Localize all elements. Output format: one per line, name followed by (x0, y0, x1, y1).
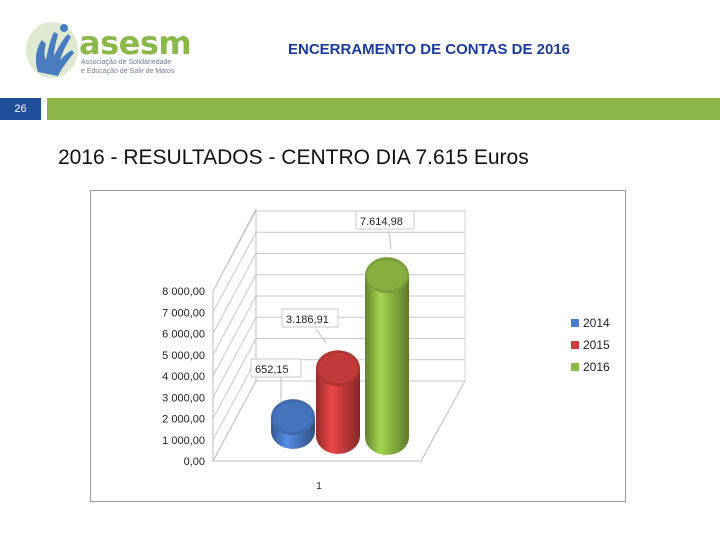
logo-wordmark: asesm (79, 24, 192, 62)
y-tick-label: 1 000,00 (162, 435, 205, 447)
data-label-leader (315, 328, 327, 344)
bar-2015 (316, 368, 360, 454)
header-title: ENCERRAMENTO DE CONTAS DE 2016 (288, 41, 570, 58)
data-label-2014: 652,15 (255, 364, 289, 376)
bar-top-highlight-2014 (273, 402, 313, 433)
gridline-side (212, 210, 257, 292)
gridline-side (212, 317, 257, 398)
y-tick-label: 0,00 (184, 456, 205, 468)
legend-label-2015: 2015 (583, 338, 610, 352)
asesm-logo: asesm Associação de Solidariedade e Educ… (24, 18, 192, 88)
legend-label-2014: 2014 (583, 316, 610, 330)
x-tick-label: 1 (316, 481, 322, 492)
gridline-side (212, 253, 257, 334)
data-label-box (281, 308, 339, 328)
gridline-side (212, 232, 257, 313)
data-label-box (250, 358, 302, 378)
slide-title: 2016 - RESULTADOS - CENTRO DIA 7.615 Eur… (58, 146, 529, 169)
logo-subtitle: Associação de Solidariedade e Educação d… (81, 58, 174, 76)
legend-swatch-2016 (571, 363, 579, 371)
chart: 0,00 1 000,00 2 000,00 3 000,00 4 000,00 5 00… (162, 208, 610, 492)
legend-label-2016: 2016 (583, 360, 610, 374)
y-tick-label: 7 000,00 (162, 307, 205, 319)
y-tick-label: 2 000,00 (162, 414, 205, 426)
data-label-box (355, 210, 415, 230)
gridline-side (212, 380, 257, 462)
data-label-2016: 7.614,98 (360, 216, 403, 228)
logo-subtitle-line2: e Educação de Salir de Matos (81, 68, 175, 75)
gridline-side (212, 274, 257, 355)
y-tick-label: 6 000,00 (162, 329, 205, 341)
bar-top-highlight-2016 (367, 260, 407, 291)
gridline-side (212, 359, 257, 440)
chart-frame: 0,00 1 000,00 2 000,00 3 000,00 4 000,00 5 00… (90, 190, 626, 502)
legend-swatch-2015 (571, 341, 579, 349)
gridline-side (212, 295, 257, 377)
gridline-side (212, 338, 257, 419)
legend-swatch-2014 (571, 319, 579, 327)
bar-top-highlight-2015 (318, 353, 358, 384)
data-label-leader (388, 230, 392, 250)
y-tick-label: 5 000,00 (162, 350, 205, 362)
y-tick-label: 4 000,00 (162, 371, 205, 383)
logo-hand-icon (26, 22, 78, 78)
y-tick-label: 8 000,00 (162, 286, 205, 298)
slide-number: 26 (0, 98, 41, 120)
bar-2016 (365, 275, 409, 455)
logo-subtitle-line1: Associação de Solidariedade (81, 59, 172, 66)
header-accent-bar (47, 98, 720, 120)
data-label-2015: 3.186,91 (286, 314, 329, 326)
y-tick-label: 3 000,00 (162, 392, 205, 404)
